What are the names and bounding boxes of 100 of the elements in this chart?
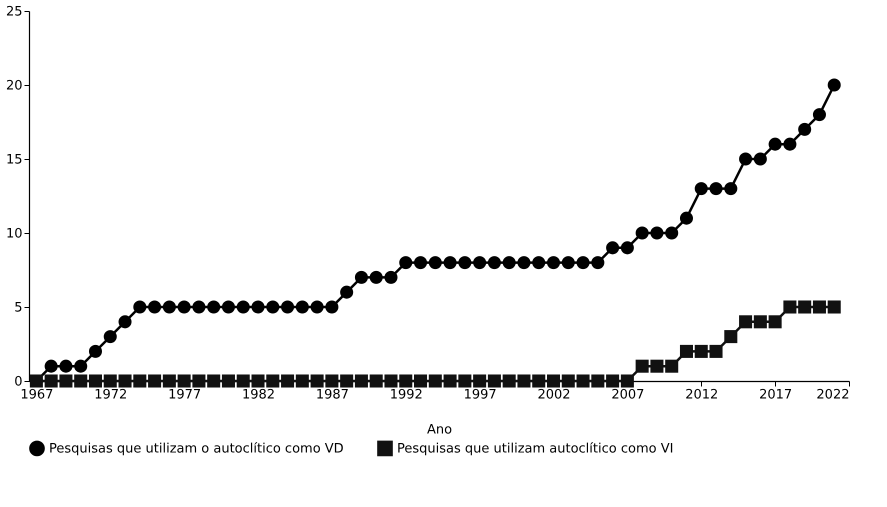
- point: [340, 374, 354, 388]
- point: [620, 374, 634, 388]
- point: [207, 300, 220, 314]
- point: [768, 138, 782, 151]
- x-tick-label: 1972: [94, 388, 128, 402]
- point: [222, 374, 235, 388]
- x-tick-label: 1967: [20, 388, 54, 402]
- point: [724, 182, 738, 196]
- y-tick-label: 5: [14, 300, 22, 316]
- point: [266, 300, 280, 314]
- point: [812, 300, 826, 314]
- point: [59, 360, 72, 373]
- point: [754, 315, 767, 328]
- point: [754, 152, 767, 166]
- point: [310, 374, 324, 388]
- point: [44, 360, 58, 373]
- point: [104, 330, 117, 344]
- point: [340, 286, 354, 299]
- point: [546, 374, 560, 388]
- point: [768, 315, 782, 328]
- point: [192, 374, 206, 388]
- point: [251, 300, 265, 314]
- point: [236, 374, 250, 388]
- point: [458, 256, 472, 270]
- point: [576, 256, 590, 270]
- point: [88, 344, 102, 358]
- point: [428, 374, 442, 388]
- point: [162, 300, 176, 314]
- point: [517, 256, 530, 270]
- point: [370, 374, 383, 388]
- point: [414, 374, 428, 388]
- point: [724, 330, 738, 344]
- point: [310, 300, 324, 314]
- x-tick-label: 2017: [759, 388, 792, 402]
- point: [488, 256, 501, 270]
- x-tick-label: 2002: [537, 388, 571, 402]
- point: [680, 212, 693, 225]
- point: [828, 78, 841, 92]
- point: [650, 226, 664, 240]
- point: [133, 300, 146, 314]
- point: [148, 374, 162, 388]
- point: [710, 344, 723, 358]
- point: [606, 374, 620, 388]
- x-tick-label: 1992: [390, 388, 423, 402]
- point: [325, 300, 338, 314]
- point: [251, 374, 265, 388]
- y-tick-label: 20: [6, 78, 22, 94]
- point: [414, 256, 428, 270]
- point: [399, 256, 412, 270]
- point: [88, 374, 102, 388]
- point: [517, 374, 530, 388]
- point: [828, 300, 841, 314]
- point: [591, 256, 604, 270]
- point: [458, 374, 472, 388]
- point: [798, 122, 812, 136]
- point: [281, 300, 294, 314]
- point: [502, 374, 516, 388]
- point: [104, 374, 117, 388]
- point: [74, 374, 88, 388]
- point: [606, 241, 620, 254]
- point: [502, 256, 516, 270]
- point: [178, 374, 191, 388]
- point: [591, 374, 604, 388]
- point: [118, 374, 132, 388]
- y-tick-label: 15: [6, 152, 22, 168]
- point: [74, 360, 88, 373]
- point: [739, 152, 752, 166]
- point: [665, 226, 678, 240]
- point: [812, 108, 826, 122]
- y-tick-label: 10: [6, 226, 22, 242]
- point: [710, 182, 723, 196]
- point: [739, 315, 752, 328]
- y-tick-label: 0: [14, 374, 22, 390]
- point: [118, 315, 132, 328]
- point: [148, 300, 162, 314]
- x-axis-title: Ano: [426, 422, 452, 438]
- point: [444, 374, 457, 388]
- point: [576, 374, 590, 388]
- point: [665, 360, 678, 373]
- x-tick-label: 2007: [611, 388, 644, 402]
- point: [620, 241, 634, 254]
- point: [178, 300, 191, 314]
- legend-label: Pesquisas que utilizam autoclítico como VI: [397, 441, 674, 456]
- point: [59, 374, 72, 388]
- point: [562, 256, 575, 270]
- point: [650, 360, 664, 373]
- point: [370, 270, 383, 284]
- x-tick-label: 1977: [168, 388, 202, 402]
- point: [488, 374, 501, 388]
- point: [532, 374, 546, 388]
- point: [384, 374, 398, 388]
- point: [428, 256, 442, 270]
- point: [783, 300, 796, 314]
- x-tick-label: 1987: [316, 388, 349, 402]
- point: [236, 300, 250, 314]
- point: [680, 344, 693, 358]
- point: [532, 256, 546, 270]
- point: [694, 344, 708, 358]
- point: [266, 374, 280, 388]
- point: [636, 226, 649, 240]
